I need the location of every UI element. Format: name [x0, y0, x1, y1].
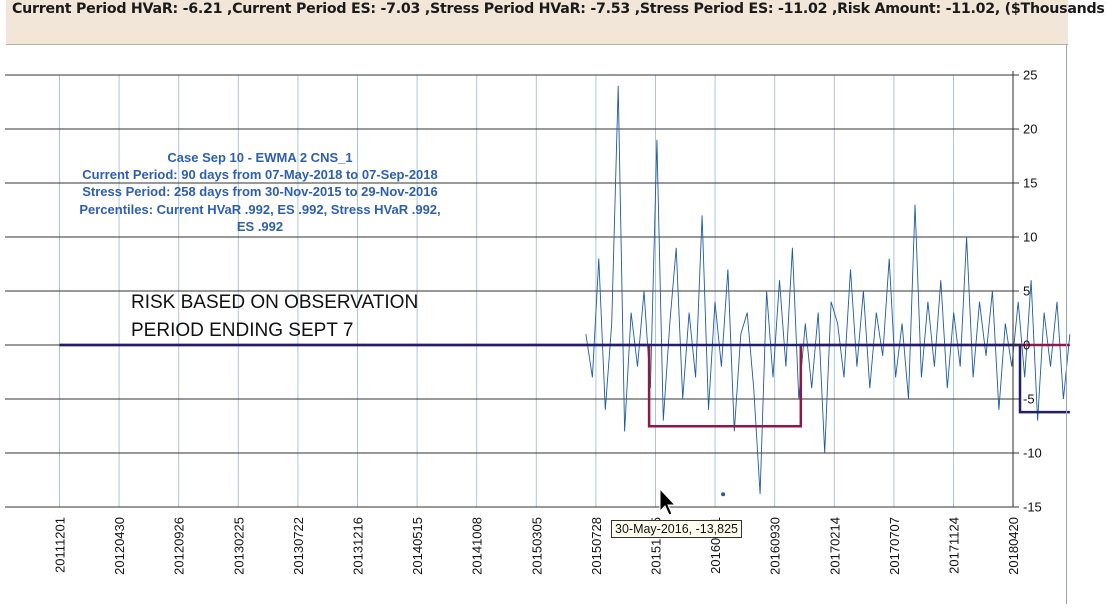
- var-step-lines: [59, 343, 1070, 497]
- y-tick-label: 10: [1023, 230, 1037, 245]
- risk-summary-text: Current Period HVaR: -6.21 ,Current Peri…: [12, 1, 1106, 17]
- panel-right-border: [1066, 44, 1067, 604]
- x-tick-label: 20150728: [589, 517, 604, 575]
- x-tick-label: 20141008: [470, 517, 485, 575]
- pnl-series: [585, 85, 1071, 495]
- x-tick-label: 20171124: [947, 517, 962, 574]
- stress-period-label: Stress Period: 258 days from 30-Nov-2015…: [82, 184, 438, 199]
- x-tick-label: 20160930: [768, 517, 783, 575]
- x-tick-label: 20130722: [291, 517, 306, 575]
- x-tick-label: 20140515: [410, 517, 425, 575]
- y-tick-label: 0: [1023, 338, 1030, 353]
- observation-note-line-1: RISK BASED ON OBSERVATION: [131, 292, 419, 313]
- pnl-series-line: [585, 85, 1071, 495]
- data-point-tooltip: 30-May-2016, -13,825: [611, 520, 742, 538]
- y-tick-label: -10: [1023, 446, 1042, 461]
- x-tick-label: 20111201: [53, 517, 68, 573]
- observation-note-line-2: PERIOD ENDING SEPT 7: [131, 320, 354, 341]
- x-tick-label: 20120430: [112, 517, 127, 575]
- y-tick-label: 5: [1023, 284, 1030, 299]
- y-axis-ticks: 25 20 15 10 5 0 -5 -10 -15: [1012, 68, 1042, 515]
- x-tick-label: 20130225: [231, 517, 246, 575]
- horizontal-gridlines: [5, 74, 1013, 508]
- percentiles-label-cont: ES .992: [236, 219, 284, 234]
- var-step-line: [59, 343, 1070, 414]
- current-period-label: Current Period: 90 days from 07-May-2018…: [82, 167, 438, 182]
- x-axis-ticks: 20111201 20120430 20120926 20130225 20130722…: [53, 517, 1022, 575]
- y-tick-label: 20: [1023, 122, 1037, 137]
- percentiles-label: Percentiles: Current HVaR .992, ES .992,…: [79, 202, 441, 217]
- mouse-pointer-icon: [659, 488, 677, 516]
- x-tick-label: 20131216: [351, 517, 366, 575]
- highlighted-point: [721, 492, 726, 497]
- y-tick-label: -15: [1023, 500, 1042, 515]
- y-tick-label: -5: [1023, 392, 1035, 407]
- x-tick-label: 20120926: [172, 517, 187, 575]
- risk-summary-bar: Current Period HVaR: -6.21 ,Current Peri…: [6, 0, 1106, 45]
- x-tick-label: 20170214: [827, 517, 842, 575]
- y-tick-label: 15: [1023, 176, 1037, 191]
- y-tick-label: 25: [1023, 68, 1037, 83]
- x-tick-label: 20180420: [1006, 517, 1021, 575]
- var-step-line: [59, 343, 1070, 428]
- case-title: Case Sep 10 - EWMA 2 CNS_1: [167, 150, 353, 165]
- x-tick-label: 20150305: [529, 517, 544, 575]
- x-tick-label: 20170707: [887, 517, 902, 575]
